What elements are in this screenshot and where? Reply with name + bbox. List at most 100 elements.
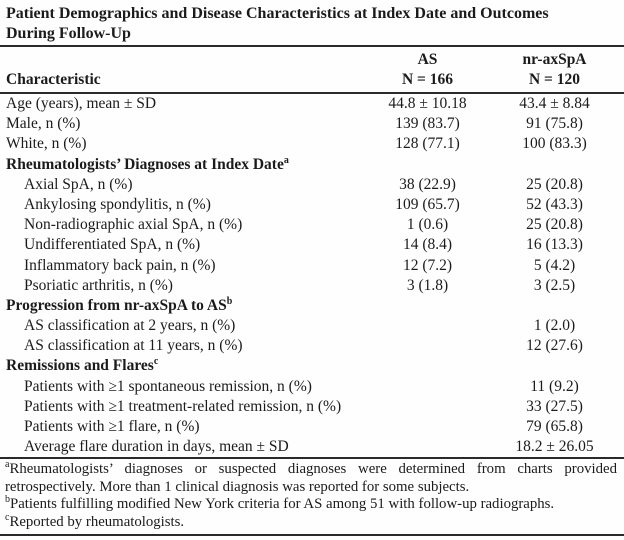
section-row: Remissions and Flaresc: [0, 356, 624, 376]
footnote-marker: a: [5, 459, 10, 471]
table-title-line2: During Follow-Up: [6, 25, 131, 42]
row-label: Average flare duration in days, mean ± S…: [24, 438, 289, 456]
table-row: Non-radiographic axial SpA, n (%) 1 (0.6)…: [0, 215, 624, 235]
row-label: Patients with ≥1 treatment-related remis…: [24, 397, 342, 415]
row-label: Psoriatic arthritis, n (%): [24, 276, 173, 294]
as-value: 139 (83.7): [395, 115, 460, 133]
as-value: 12 (7.2): [402, 256, 453, 274]
table-title-line1: Patient Demographics and Disease Charact…: [6, 5, 549, 22]
footnote-marker: c: [153, 356, 159, 368]
row-label: Axial SpA, n (%): [24, 175, 133, 193]
row-label: Inflammatory back pain, n (%): [24, 256, 216, 274]
row-label: Male, n (%): [6, 115, 81, 133]
table-row: Age (years), mean ± SD 44.8 ± 10.18 43.4 ±…: [0, 94, 624, 114]
nr-axspa-value: 52 (43.3): [526, 195, 583, 213]
row-label: Non-radiographic axial SpA, n (%): [24, 216, 243, 234]
row-label: Undifferentiated SpA, n (%): [24, 236, 201, 254]
column-header-nr-axspa: nr-axSpA N = 120: [491, 50, 618, 90]
nr-axspa-value: 12 (27.6): [526, 337, 583, 355]
row-label: White, n (%): [6, 135, 87, 153]
nr-axspa-value: 5 (4.2): [533, 256, 576, 274]
nr-axspa-value: 18.2 ± 26.05: [515, 438, 594, 456]
row-label: Remissions and Flaresc: [6, 356, 159, 375]
nr-axspa-value: 91 (75.8): [526, 115, 583, 133]
as-value: [364, 377, 491, 397]
table-row: Axial SpA, n (%) 38 (22.9) 25 (20.8): [0, 175, 624, 195]
as-value: [364, 155, 491, 175]
as-value: 3 (1.8): [406, 276, 449, 294]
table-row: Patients with ≥1 flare, n (%) 79 (65.8): [0, 417, 624, 437]
nr-axspa-value: 11 (9.2): [530, 377, 579, 395]
as-value: 38 (22.9): [399, 175, 456, 193]
row-label: Rheumatologists’ Diagnoses at Index Date…: [6, 154, 289, 173]
as-value: [364, 437, 491, 457]
row-label: Ankylosing spondylitis, n (%): [24, 195, 211, 213]
as-value: [364, 296, 491, 316]
section-row: Progression from nr-axSpA to ASb: [0, 296, 624, 316]
nr-axspa-value: 79 (65.8): [526, 418, 583, 435]
column-header-as: AS N = 166: [364, 50, 491, 90]
footnote-marker: a: [283, 154, 289, 166]
nr-axspa-value: [491, 356, 618, 376]
footnote-marker: b: [5, 494, 10, 506]
column-header-nr-axspa-n: N = 120: [528, 71, 581, 88]
nr-axspa-value: 3 (2.5): [533, 276, 576, 294]
nr-axspa-value: [491, 296, 618, 316]
divider-under-header: [0, 92, 624, 94]
nr-axspa-value: 43.4 ± 8.84: [519, 95, 590, 112]
row-label: Age (years), mean ± SD: [6, 95, 157, 112]
table-row: Psoriatic arthritis, n (%) 3 (1.8) 3 (2.5): [0, 276, 624, 296]
table-row: White, n (%) 128 (77.1) 100 (83.3): [0, 134, 624, 154]
as-value: [364, 356, 491, 376]
as-value: 109 (65.7): [395, 195, 460, 213]
table-row: Male, n (%) 139 (83.7) 91 (75.8): [0, 114, 624, 134]
table-title: Patient Demographics and Disease Charact…: [0, 0, 624, 45]
nr-axspa-value: 100 (83.3): [522, 135, 587, 153]
as-value: [364, 417, 491, 437]
divider-bottom: [0, 534, 624, 536]
footnote: aRheumatologists’ diagnoses or suspected…: [5, 459, 617, 495]
footnote: cReported by rheumatologists.: [5, 511, 185, 530]
as-value: 14 (8.4): [402, 236, 453, 254]
footnotes: aRheumatologists’ diagnoses or suspected…: [0, 459, 624, 534]
section-row: Rheumatologists’ Diagnoses at Index Date…: [0, 155, 624, 175]
as-value: 128 (77.1): [395, 135, 460, 153]
divider-above-footnotes: [0, 457, 624, 460]
table-row: Average flare duration in days, mean ± S…: [0, 437, 624, 457]
nr-axspa-value: 16 (13.3): [526, 236, 583, 254]
table-row: Patients with ≥1 treatment-related remis…: [0, 397, 624, 417]
nr-axspa-value: [491, 155, 618, 175]
table-body: Age (years), mean ± SD 44.8 ± 10.18 43.4 ±…: [0, 94, 624, 457]
row-label: AS classification at 2 years, n (%): [24, 317, 236, 335]
row-label: Patients with ≥1 spontaneous remission, …: [24, 377, 312, 395]
as-value: [364, 316, 491, 336]
nr-axspa-value: 25 (20.8): [526, 175, 583, 193]
row-label: Patients with ≥1 flare, n (%): [24, 418, 200, 435]
bottom-margin: [0, 536, 624, 540]
row-label: Progression from nr-axSpA to ASb: [6, 295, 233, 314]
table-row: Ankylosing spondylitis, n (%) 109 (65.7) 5…: [0, 195, 624, 215]
table-row: AS classification at 11 years, n (%) 12 (…: [0, 336, 624, 356]
table-row: AS classification at 2 years, n (%) 1 (2.…: [0, 316, 624, 336]
table-header-row: Characteristic AS N = 166 nr-axSpA N = 1…: [0, 47, 624, 92]
nr-axspa-value: 25 (20.8): [526, 216, 583, 234]
divider-under-title: [0, 45, 624, 47]
row-label: AS classification at 11 years, n (%): [24, 337, 243, 355]
as-value: [364, 397, 491, 417]
footnote-marker: b: [226, 295, 233, 307]
footnote: bPatients fulfilling modified New York c…: [5, 494, 555, 513]
column-header-nr-axspa-group: nr-axSpA: [522, 51, 587, 68]
as-value: 1 (0.6): [406, 216, 449, 234]
column-header-as-n: N = 166: [401, 71, 454, 88]
table-row: Patients with ≥1 spontaneous remission, …: [0, 377, 624, 397]
as-value: [364, 336, 491, 356]
nr-axspa-value: 1 (2.0): [533, 317, 576, 335]
column-header-characteristic: Characteristic: [6, 71, 101, 88]
column-header-as-group: AS: [417, 51, 438, 68]
as-value: 44.8 ± 10.18: [388, 95, 467, 112]
table-row: Inflammatory back pain, n (%) 12 (7.2) 5 (…: [0, 256, 624, 276]
table-row: Undifferentiated SpA, n (%) 14 (8.4) 16 (1…: [0, 235, 624, 255]
footnote-marker: c: [5, 511, 10, 523]
nr-axspa-value: 33 (27.5): [526, 397, 583, 415]
